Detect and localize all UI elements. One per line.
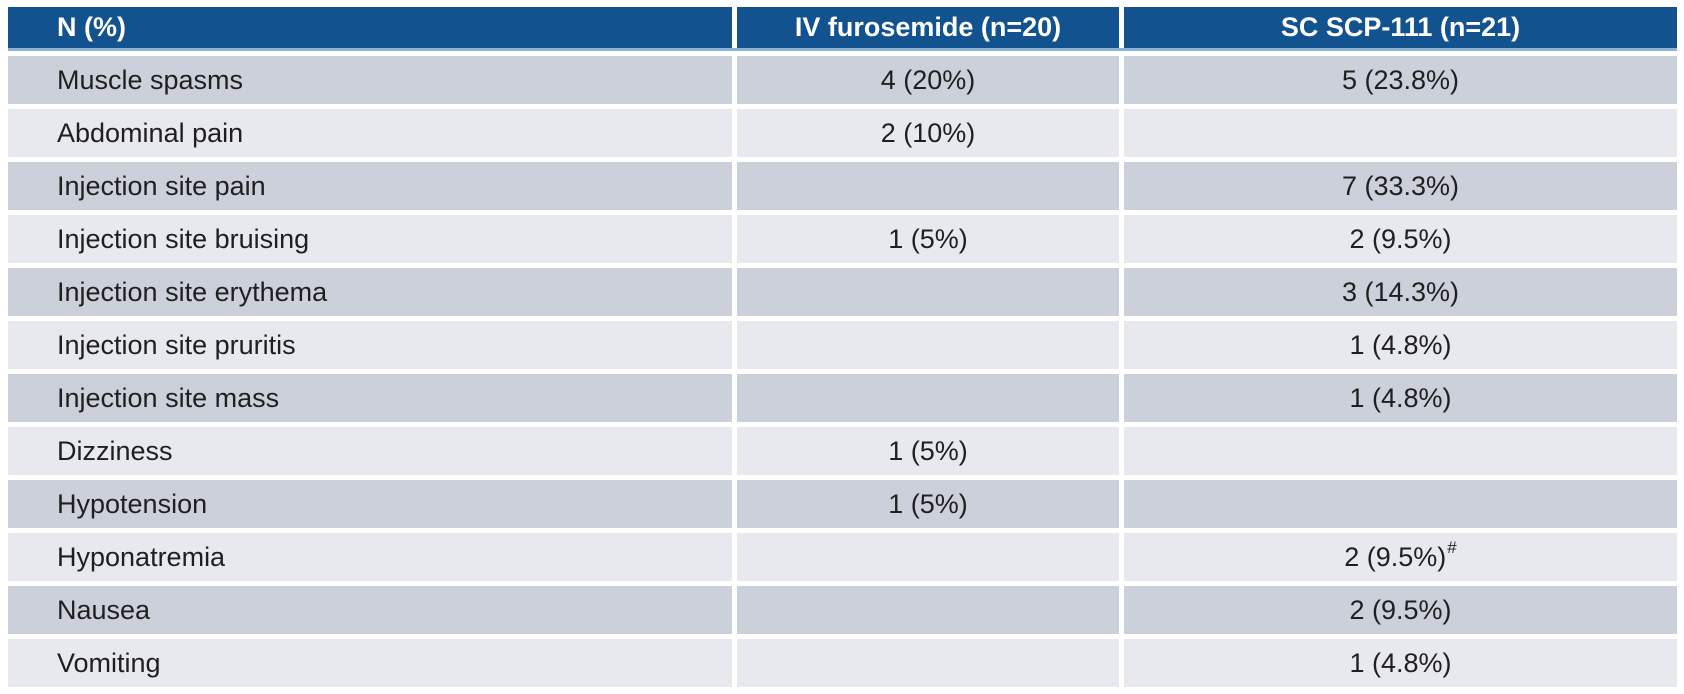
table-row-injection-site-bruising: Injection site bruising 1 (5%) 2 (9.5%) [8, 215, 1677, 263]
sc-value-text: 2 (9.5%) [1344, 541, 1447, 572]
row-label-cell: Injection site pruritis [8, 321, 732, 369]
row-label-cell: Hyponatremia [8, 533, 732, 581]
iv-value-cell: 1 (5%) [737, 427, 1119, 475]
row-label-cell: Muscle spasms [8, 56, 732, 104]
table-row-vomiting: Vomiting 1 (4.8%) [8, 639, 1677, 687]
sc-value-cell: 5 (23.8%) [1124, 56, 1677, 104]
row-label-cell: Abdominal pain [8, 109, 732, 157]
iv-value-cell [737, 586, 1119, 634]
table-row-injection-site-pruritis: Injection site pruritis 1 (4.8%) [8, 321, 1677, 369]
sc-value-cell [1124, 480, 1677, 528]
table-row-injection-site-pain: Injection site pain 7 (33.3%) [8, 162, 1677, 210]
iv-value-cell [737, 162, 1119, 210]
iv-value-cell: 4 (20%) [737, 56, 1119, 104]
table-row-hypotension: Hypotension 1 (5%) [8, 480, 1677, 528]
sc-value-cell: 2 (9.5%) [1124, 586, 1677, 634]
row-label-cell: Injection site pain [8, 162, 732, 210]
table-row-nausea: Nausea 2 (9.5%) [8, 586, 1677, 634]
iv-value-cell [737, 374, 1119, 422]
sc-value-cell [1124, 109, 1677, 157]
row-label-cell: Injection site bruising [8, 215, 732, 263]
table-row-muscle-spasms: Muscle spasms 4 (20%) 5 (23.8%) [8, 56, 1677, 104]
sc-value-cell: 1 (4.8%) [1124, 321, 1677, 369]
sc-value-cell: 2 (9.5%) [1124, 215, 1677, 263]
iv-value-cell: 1 (5%) [737, 480, 1119, 528]
adverse-events-table: N (%) IV furosemide (n=20) SC SCP-111 (n… [8, 7, 1677, 692]
table-row-injection-site-mass: Injection site mass 1 (4.8%) [8, 374, 1677, 422]
row-label-cell: Dizziness [8, 427, 732, 475]
header-cell-metric: N (%) [8, 7, 732, 48]
row-label-cell: Vomiting [8, 639, 732, 687]
row-label-cell: Hypotension [8, 480, 732, 528]
iv-value-cell [737, 639, 1119, 687]
sc-value-cell: 3 (14.3%) [1124, 268, 1677, 316]
header-cell-iv-furosemide: IV furosemide (n=20) [737, 7, 1119, 48]
table-header-row: N (%) IV furosemide (n=20) SC SCP-111 (n… [8, 7, 1677, 51]
iv-value-cell: 2 (10%) [737, 109, 1119, 157]
row-label-cell: Injection site mass [8, 374, 732, 422]
sc-value-cell: 2 (9.5%) # [1124, 533, 1677, 581]
row-label-cell: Nausea [8, 586, 732, 634]
iv-value-cell [737, 533, 1119, 581]
header-cell-sc-scp111: SC SCP-111 (n=21) [1124, 7, 1677, 48]
sc-value-cell [1124, 427, 1677, 475]
iv-value-cell [737, 268, 1119, 316]
sc-value-cell: 1 (4.8%) [1124, 374, 1677, 422]
footnote-marker: # [1447, 538, 1457, 557]
sc-value-cell: 1 (4.8%) [1124, 639, 1677, 687]
table-row-dizziness: Dizziness 1 (5%) [8, 427, 1677, 475]
table-row-abdominal-pain: Abdominal pain 2 (10%) [8, 109, 1677, 157]
table-row-injection-site-erythema: Injection site erythema 3 (14.3%) [8, 268, 1677, 316]
row-label-cell: Injection site erythema [8, 268, 732, 316]
sc-value-cell: 7 (33.3%) [1124, 162, 1677, 210]
iv-value-cell: 1 (5%) [737, 215, 1119, 263]
iv-value-cell [737, 321, 1119, 369]
table-row-hyponatremia: Hyponatremia 2 (9.5%) # [8, 533, 1677, 581]
